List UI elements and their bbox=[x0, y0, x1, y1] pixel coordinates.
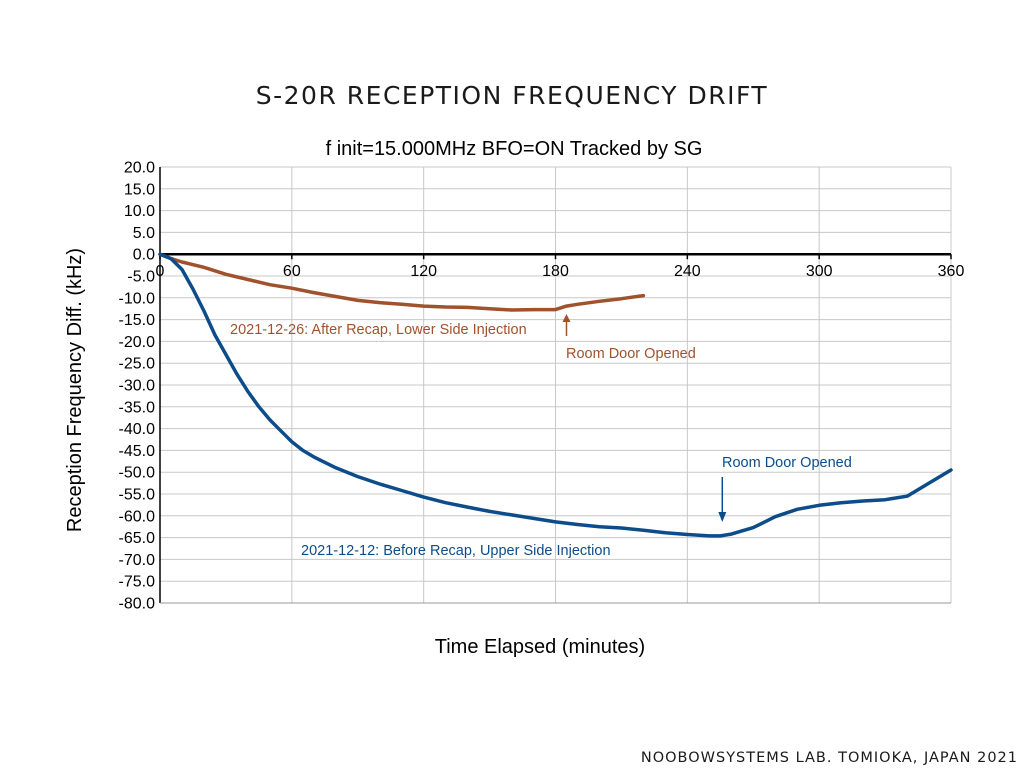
y-tick-label: -35.0 bbox=[119, 399, 156, 416]
y-tick-label: -10.0 bbox=[119, 290, 156, 307]
upper-side-series-line bbox=[158, 252, 953, 538]
y-tick-label: -5.0 bbox=[127, 269, 155, 286]
x-tick-label: 300 bbox=[806, 263, 833, 280]
y-tick-label: 10.0 bbox=[124, 203, 155, 220]
lower-door-arrowhead bbox=[562, 314, 571, 322]
y-tick-label: -15.0 bbox=[119, 312, 156, 329]
series-lines bbox=[158, 252, 953, 538]
y-tick-label: -55.0 bbox=[119, 487, 156, 504]
y-tick-label: -45.0 bbox=[119, 443, 156, 460]
y-axis-label: Reception Frequency Diff. (kHz) bbox=[64, 248, 86, 532]
upper-series-label: 2021-12-12: Before Recap, Upper Side Inj… bbox=[301, 543, 611, 559]
y-tick-label: -75.0 bbox=[119, 574, 156, 591]
lower-door-note: Room Door Opened bbox=[566, 346, 696, 362]
chart-title: S-20R RECEPTION FREQUENCY DRIFT bbox=[256, 81, 768, 110]
lower-side-series-line bbox=[158, 252, 646, 312]
x-tick-label: 360 bbox=[938, 263, 965, 280]
y-tick-label: 5.0 bbox=[133, 225, 155, 242]
chart-subtitle: f init=15.000MHz BFO=ON Tracked by SG bbox=[326, 138, 703, 160]
y-tick-label: -50.0 bbox=[119, 465, 156, 482]
x-tick-label: 240 bbox=[674, 263, 701, 280]
y-tick-label: -65.0 bbox=[119, 530, 156, 547]
x-tick-labels: 0 60 120 180 240 300 360 bbox=[156, 254, 965, 280]
x-tick-label: 60 bbox=[283, 263, 301, 280]
y-tick-label: -80.0 bbox=[119, 596, 156, 613]
y-tick-label: -25.0 bbox=[119, 356, 156, 373]
x-tick-label: 120 bbox=[410, 263, 437, 280]
upper-door-arrowhead bbox=[718, 512, 727, 522]
lower-series-label: 2021-12-26: After Recap, Lower Side Inje… bbox=[230, 322, 527, 338]
annotations: 2021-12-26: After Recap, Lower Side Inje… bbox=[230, 314, 852, 559]
x-axis-label: Time Elapsed (minutes) bbox=[435, 636, 645, 658]
grid bbox=[159, 166, 952, 604]
y-tick-label: -30.0 bbox=[119, 378, 156, 395]
x-tick-label: 180 bbox=[542, 263, 569, 280]
y-tick-labels: 20.0 15.0 10.0 5.0 0.0 -5.0 -10.0 -15.0 -20.0 -25… bbox=[119, 160, 156, 613]
y-tick-label: 20.0 bbox=[124, 160, 155, 177]
upper-door-note: Room Door Opened bbox=[722, 455, 852, 471]
y-tick-label: 0.0 bbox=[133, 247, 155, 264]
y-tick-label: -70.0 bbox=[119, 552, 156, 569]
x-tick-label: 0 bbox=[156, 263, 165, 280]
y-tick-label: 15.0 bbox=[124, 181, 155, 198]
footer-credit: NOOBOWSYSTEMS LAB. TOMIOKA, JAPAN 2021 bbox=[641, 750, 1018, 766]
y-tick-label: -60.0 bbox=[119, 508, 156, 525]
y-tick-label: -20.0 bbox=[119, 334, 156, 351]
y-tick-label: -40.0 bbox=[119, 421, 156, 438]
